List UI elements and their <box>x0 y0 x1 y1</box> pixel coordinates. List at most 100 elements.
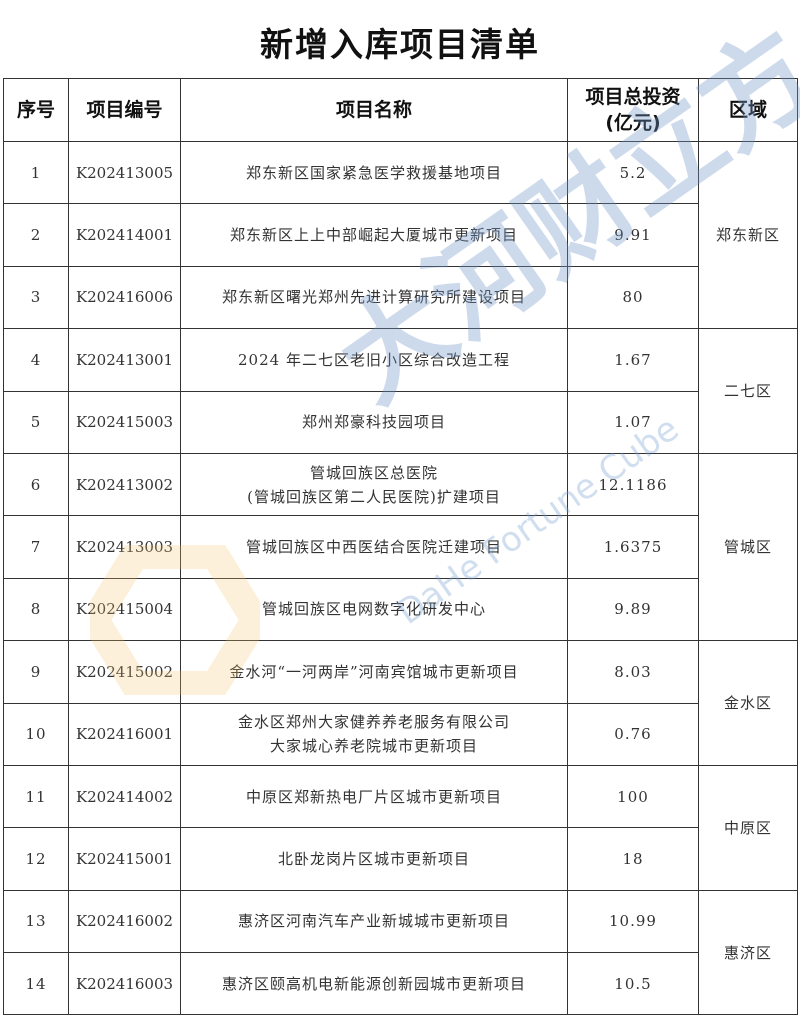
row-name: 郑东新区国家紧急医学救援基地项目 <box>180 140 568 205</box>
table-row: 6 K202413002 管城回族区总医院 (管城回族区第二人民医院)扩建项目 12.1… <box>3 452 798 642</box>
table-row: 8 K202415004 管城回族区电网数字化研发中心 9.89 <box>3 577 798 642</box>
row-name-line: 金水区郑州大家健养养老服务有限公司 <box>237 713 510 732</box>
row-no: 8 <box>3 577 69 642</box>
header-invest: 项目总投资 (亿元) <box>567 78 699 142</box>
row-invest: 1.6375 <box>567 515 699 579</box>
table-row: 1 K202413005 郑东新区国家紧急医学救援基地项目 5.2 郑东新区 <box>3 140 798 330</box>
row-no: 14 <box>3 952 69 1016</box>
row-code: K202414002 <box>68 764 181 829</box>
row-code: K202414001 <box>68 203 181 267</box>
row-name-line: 郑州郑豪科技园项目 <box>301 413 446 432</box>
page-title: 新增入库项目清单 <box>260 25 540 64</box>
row-name: 郑东新区上上中部崛起大厦城市更新项目 <box>180 203 568 267</box>
row-code: K202416003 <box>68 952 181 1016</box>
row-name: 北卧龙岗片区城市更新项目 <box>180 827 568 891</box>
table-row: 9 K202415002 金水河“一河两岸”河南宾馆城市更新项目 8.03 金水区 <box>3 640 798 766</box>
row-region: 二七区 <box>698 328 798 454</box>
table-row: 5 K202415003 郑州郑豪科技园项目 1.07 <box>3 390 798 454</box>
row-name-line: 郑东新区上上中部崛起大厦城市更新项目 <box>229 226 518 245</box>
row-name-line: 郑东新区曙光郑州先进计算研究所建设项目 <box>221 288 526 307</box>
row-invest: 0.76 <box>567 702 699 766</box>
row-name-line: 惠济区颐高机电新能源创新园城市更新项目 <box>221 974 526 993</box>
table-row: 12 K202415001 北卧龙岗片区城市更新项目 18 <box>3 827 798 891</box>
row-code: K202416001 <box>68 702 181 766</box>
row-code: K202413005 <box>68 140 181 205</box>
row-invest: 80 <box>567 265 699 330</box>
row-name-line: 管城回族区中西医结合医院迁建项目 <box>245 538 502 557</box>
row-no: 3 <box>3 265 69 330</box>
row-name-line: 管城回族区电网数字化研发中心 <box>261 600 486 619</box>
row-code: K202416006 <box>68 265 181 330</box>
row-invest: 1.67 <box>567 328 699 392</box>
header-invest-line2: (亿元) <box>605 112 661 134</box>
row-invest: 10.5 <box>567 952 699 1016</box>
header-no: 序号 <box>3 78 69 142</box>
row-name-line: 管城回族区总医院 <box>309 463 438 482</box>
row-name: 惠济区河南汽车产业新城城市更新项目 <box>180 889 568 954</box>
row-no: 5 <box>3 390 69 454</box>
project-table: 序号 项目编号 项目名称 项目总投资 (亿元) 区域 1 K202413005 郑东新… <box>3 78 798 1016</box>
row-invest: 12.1186 <box>567 452 699 517</box>
row-no: 12 <box>3 827 69 891</box>
table-row: 13 K202416002 惠济区河南汽车产业新城城市更新项目 10.99 惠济区 <box>3 889 798 1016</box>
row-no: 10 <box>3 702 69 766</box>
row-region: 管城区 <box>698 452 798 642</box>
row-no: 13 <box>3 889 69 954</box>
table-row: 7 K202413003 管城回族区中西医结合医院迁建项目 1.6375 <box>3 515 798 579</box>
row-no: 4 <box>3 328 69 392</box>
row-name: 管城回族区中西医结合医院迁建项目 <box>180 515 568 579</box>
row-no: 11 <box>3 764 69 829</box>
table-row: 3 K202416006 郑东新区曙光郑州先进计算研究所建设项目 80 <box>3 265 798 330</box>
header-name: 项目名称 <box>180 78 568 142</box>
row-name-line: (管城回族区第二人民医院)扩建项目 <box>247 487 501 506</box>
row-invest: 5.2 <box>567 140 699 205</box>
row-region: 中原区 <box>698 764 798 891</box>
header-invest-line1: 项目总投资 <box>585 86 681 108</box>
row-name: 金水河“一河两岸”河南宾馆城市更新项目 <box>180 640 568 704</box>
row-invest: 9.91 <box>567 203 699 267</box>
table-row: 14 K202416003 惠济区颐高机电新能源创新园城市更新项目 10.5 <box>3 952 798 1016</box>
row-no: 6 <box>3 452 69 517</box>
row-name: 郑州郑豪科技园项目 <box>180 390 568 454</box>
row-code: K202413002 <box>68 452 181 517</box>
row-code: K202415004 <box>68 577 181 642</box>
row-invest: 1.07 <box>567 390 699 454</box>
row-code: K202415002 <box>68 640 181 704</box>
table-row: 2 K202414001 郑东新区上上中部崛起大厦城市更新项目 9.91 <box>3 203 798 267</box>
row-name: 中原区郑新热电厂片区城市更新项目 <box>180 764 568 829</box>
row-name: 郑东新区曙光郑州先进计算研究所建设项目 <box>180 265 568 330</box>
header-code: 项目编号 <box>68 78 181 142</box>
table-row: 10 K202416001 金水区郑州大家健养养老服务有限公司 大家城心养老院城市更新… <box>3 702 798 766</box>
row-name-line: 惠济区河南汽车产业新城城市更新项目 <box>237 912 510 931</box>
row-region: 金水区 <box>698 640 798 766</box>
row-code: K202413001 <box>68 328 181 392</box>
row-invest: 18 <box>567 827 699 891</box>
row-no: 2 <box>3 203 69 267</box>
row-no: 9 <box>3 640 69 704</box>
row-invest: 100 <box>567 764 699 829</box>
row-name-line: 大家城心养老院城市更新项目 <box>269 737 478 756</box>
row-no: 1 <box>3 140 69 205</box>
row-region: 郑东新区 <box>698 140 798 330</box>
table-row: 4 K202413001 2024 年二七区老旧小区综合改造工程 1.67 二七区 <box>3 328 798 454</box>
row-name: 2024 年二七区老旧小区综合改造工程 <box>180 328 568 392</box>
row-code: K202416002 <box>68 889 181 954</box>
row-region: 惠济区 <box>698 889 798 1016</box>
table-header-row: 序号 项目编号 项目名称 项目总投资 (亿元) 区域 <box>3 78 798 142</box>
row-invest: 10.99 <box>567 889 699 954</box>
row-code: K202415003 <box>68 390 181 454</box>
header-region: 区域 <box>698 78 798 142</box>
row-invest: 8.03 <box>567 640 699 704</box>
row-name: 金水区郑州大家健养养老服务有限公司 大家城心养老院城市更新项目 <box>180 702 568 766</box>
row-code: K202413003 <box>68 515 181 579</box>
row-name-line: 金水河“一河两岸”河南宾馆城市更新项目 <box>229 662 519 681</box>
row-name-line: 郑东新区国家紧急医学救援基地项目 <box>245 163 502 182</box>
row-name-line: 中原区郑新热电厂片区城市更新项目 <box>245 787 502 806</box>
row-code: K202415001 <box>68 827 181 891</box>
row-invest: 9.89 <box>567 577 699 642</box>
row-name-line: 2024 年二七区老旧小区综合改造工程 <box>238 350 510 369</box>
row-name-line: 北卧龙岗片区城市更新项目 <box>277 849 470 868</box>
row-name: 管城回族区电网数字化研发中心 <box>180 577 568 642</box>
table-row: 11 K202414002 中原区郑新热电厂片区城市更新项目 100 中原区 <box>3 764 798 891</box>
row-name: 惠济区颐高机电新能源创新园城市更新项目 <box>180 952 568 1016</box>
